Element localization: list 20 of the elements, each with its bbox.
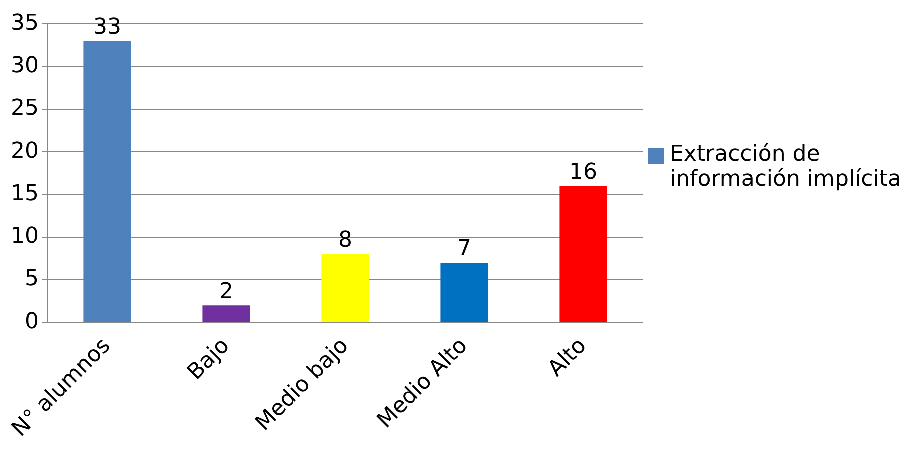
data-label: 2	[219, 279, 234, 304]
legend-label: Extracción de información implícita	[670, 142, 902, 192]
y-tick-label: 5	[24, 266, 39, 292]
bar	[322, 254, 370, 322]
y-tick-label: 10	[10, 224, 39, 250]
y-tick-label: 20	[10, 138, 39, 164]
y-tick-label: 0	[24, 309, 39, 334]
data-label: 8	[338, 228, 352, 254]
data-label: 16	[570, 160, 598, 185]
x-tick-label: Alto	[544, 334, 592, 382]
bar	[84, 41, 132, 322]
y-tick-label: 30	[10, 54, 39, 79]
data-label: 7	[458, 236, 472, 262]
y-tick-label: 25	[10, 96, 39, 122]
bar	[202, 306, 250, 322]
y-tick-label: 35	[10, 10, 39, 36]
bar	[560, 186, 608, 322]
data-label: 33	[93, 14, 122, 40]
y-tick-label: 15	[10, 181, 39, 206]
bar	[440, 262, 488, 322]
